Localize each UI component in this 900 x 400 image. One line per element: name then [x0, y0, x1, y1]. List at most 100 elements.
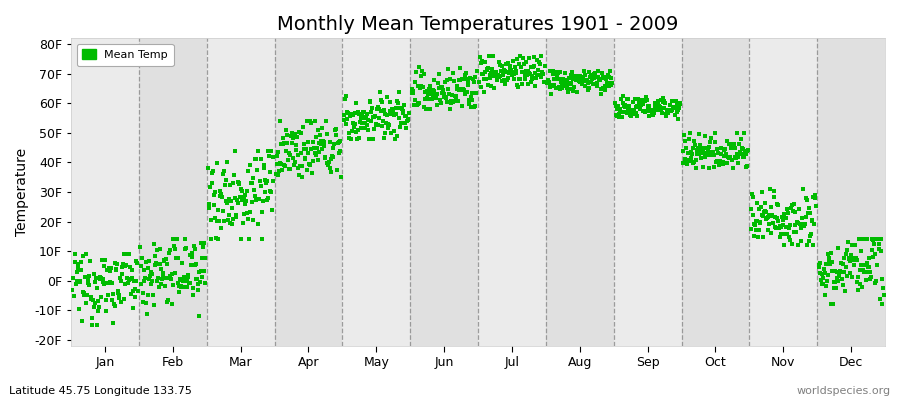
Point: [543, 68, 557, 74]
Point: [261, 195, 275, 202]
Point: [211, 207, 225, 213]
Point: [683, 155, 698, 162]
Point: [837, 254, 851, 261]
Point: [751, 234, 765, 240]
Point: [630, 113, 644, 119]
Point: [814, 281, 829, 288]
Point: [158, 258, 172, 264]
Point: [846, 257, 860, 264]
Point: [389, 105, 403, 112]
Point: [587, 70, 601, 77]
Point: [442, 91, 456, 97]
Point: [406, 88, 420, 94]
Point: [366, 126, 381, 133]
Point: [480, 67, 494, 73]
Point: [432, 85, 446, 92]
Point: [166, 282, 181, 288]
Point: [234, 186, 248, 192]
Point: [254, 156, 268, 162]
Y-axis label: Temperature: Temperature: [15, 148, 29, 236]
Point: [875, 301, 889, 308]
Point: [464, 90, 479, 96]
Point: [638, 98, 652, 105]
Point: [784, 204, 798, 211]
Point: [668, 104, 682, 111]
Point: [206, 168, 220, 174]
Point: [830, 274, 844, 281]
Point: [720, 138, 734, 144]
Point: [723, 154, 737, 160]
Point: [585, 76, 599, 83]
Point: [334, 174, 348, 180]
Point: [87, 279, 102, 285]
Point: [133, 244, 148, 250]
Point: [778, 231, 792, 237]
Point: [808, 203, 823, 209]
Point: [337, 117, 351, 124]
Point: [176, 277, 190, 284]
Point: [468, 102, 482, 109]
Point: [306, 138, 320, 145]
Point: [658, 100, 672, 106]
Point: [614, 96, 628, 102]
Point: [590, 82, 604, 89]
Point: [193, 279, 207, 285]
Point: [756, 234, 770, 240]
Point: [100, 280, 114, 286]
Point: [701, 144, 716, 151]
Point: [253, 182, 267, 189]
Point: [73, 278, 87, 285]
Point: [513, 53, 527, 59]
Point: [333, 148, 347, 155]
Point: [392, 115, 407, 122]
Point: [592, 75, 607, 82]
Point: [670, 108, 684, 115]
Point: [532, 59, 546, 66]
Point: [282, 166, 296, 172]
Point: [198, 254, 212, 261]
Point: [435, 90, 449, 96]
Point: [338, 96, 352, 102]
Point: [92, 304, 106, 310]
Point: [228, 147, 242, 154]
Point: [298, 154, 312, 161]
Point: [319, 154, 333, 160]
Point: [485, 66, 500, 73]
Point: [170, 236, 184, 242]
Point: [307, 118, 321, 124]
Point: [341, 110, 356, 116]
Point: [587, 75, 601, 82]
Point: [87, 304, 102, 310]
Point: [808, 195, 823, 201]
Point: [322, 165, 337, 172]
Point: [124, 267, 139, 274]
Point: [649, 100, 663, 107]
Point: [699, 149, 714, 156]
Point: [155, 276, 169, 283]
Point: [850, 278, 864, 285]
Point: [183, 252, 197, 258]
Point: [125, 305, 140, 312]
Point: [760, 214, 774, 221]
Point: [731, 154, 745, 160]
Text: worldspecies.org: worldspecies.org: [796, 386, 891, 396]
Point: [107, 303, 122, 309]
Point: [733, 151, 747, 158]
Point: [473, 60, 488, 66]
Point: [565, 76, 580, 82]
Point: [750, 200, 764, 206]
Point: [684, 149, 698, 155]
Point: [394, 120, 409, 126]
Point: [860, 260, 875, 266]
Text: Latitude 45.75 Longitude 133.75: Latitude 45.75 Longitude 133.75: [9, 386, 192, 396]
Point: [228, 194, 242, 201]
Point: [303, 146, 318, 152]
Point: [584, 72, 598, 78]
Point: [414, 73, 428, 79]
Point: [862, 268, 877, 275]
Point: [776, 216, 790, 223]
Point: [643, 112, 657, 119]
Point: [194, 240, 209, 246]
Point: [761, 221, 776, 228]
Point: [755, 212, 770, 218]
